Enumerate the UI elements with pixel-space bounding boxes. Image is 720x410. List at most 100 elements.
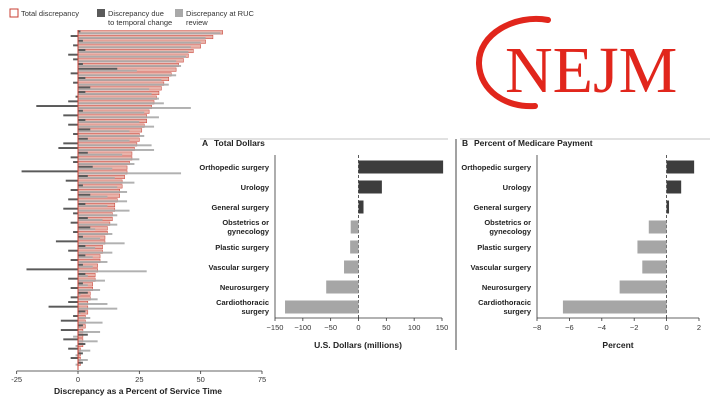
bar-ruc-review [75, 363, 78, 366]
bar-temporal-change [73, 58, 78, 61]
panelB-category-label-line: Vascular surgery [471, 263, 532, 272]
bar-temporal-change [78, 49, 86, 51]
bar-temporal-change [26, 268, 78, 271]
panel-a-plot: Orthopedic surgery Urology General surgery… [199, 155, 448, 332]
bar-temporal-change [78, 324, 83, 327]
bar-temporal-change [68, 249, 78, 252]
left-chart-tick-label: 0 [76, 375, 80, 384]
panelB-category-label-line: Cardiothoracic [478, 298, 531, 307]
bar-temporal-change [78, 184, 83, 187]
panel-b-title: Percent of Medicare Payment [474, 138, 593, 148]
panelB-bar [642, 260, 667, 274]
legend-label-ruc-line1: Discrepancy at RUC [186, 9, 255, 18]
panelA-category-label: Obstetrics or gynecology [222, 218, 270, 236]
bar-temporal-change [78, 30, 81, 33]
bar-ruc-review [78, 223, 118, 226]
nejm-logo: NEJM [475, 15, 677, 110]
bar-ruc-review [78, 321, 103, 324]
panelB-category-label-line: Obstetrics or [484, 218, 531, 227]
panelB-category-label-line: surgery [503, 307, 531, 316]
bar-ruc-review [78, 93, 152, 95]
panelA-category-label: Urology [241, 183, 270, 192]
bar-temporal-change [73, 315, 78, 317]
legend-swatch-ruc [175, 9, 183, 17]
bar-ruc-review [78, 125, 155, 128]
bar-ruc-review [78, 51, 189, 53]
logo-swoosh [475, 15, 551, 110]
bar-ruc-review [78, 349, 91, 352]
bar-temporal-change [78, 137, 88, 140]
left-chart-tick-label: -25 [11, 375, 22, 384]
panelA-category-label-line: Orthopedic surgery [199, 163, 269, 172]
panelA-tick-label: −100 [294, 323, 311, 332]
panel-a-title: Total Dollars [214, 138, 265, 148]
bar-temporal-change [75, 95, 78, 98]
bar-temporal-change [70, 156, 78, 159]
panelB-tick-label: −6 [565, 323, 574, 332]
panelB-bar [619, 280, 667, 294]
panel-b-letter: B [462, 138, 468, 148]
bar-temporal-change [68, 277, 78, 280]
bar-temporal-change [78, 109, 83, 112]
bar-temporal-change [73, 81, 78, 84]
legend-label-temporal: Discrepancy due to temporal change [108, 9, 172, 27]
panelB-bar [666, 180, 682, 194]
panelA-category-label: Plastic surgery [215, 243, 270, 252]
bar-ruc-review [75, 345, 78, 347]
bar-temporal-change [78, 39, 83, 42]
bar-temporal-change [70, 296, 78, 299]
bar-temporal-change [60, 319, 78, 322]
panelA-bar [358, 180, 382, 194]
panelB-category-label: Orthopedic surgery [461, 163, 531, 172]
panelA-category-label-line: Vascular surgery [209, 263, 270, 272]
bar-ruc-review [78, 181, 135, 184]
logo-wordmark: NEJM [505, 34, 677, 107]
bar-ruc-review [78, 256, 93, 259]
panelB-tick-label: −8 [533, 323, 542, 332]
legend-label-ruc: Discrepancy at RUC review [186, 9, 256, 27]
legend-swatch-temporal [97, 9, 105, 17]
bar-ruc-review [78, 37, 206, 39]
bar-ruc-review [78, 242, 125, 245]
bar-temporal-change [73, 212, 78, 215]
bar-temporal-change [78, 352, 83, 355]
bar-ruc-review [78, 74, 177, 77]
bar-ruc-review [78, 298, 98, 301]
left-chart-bars [21, 30, 223, 370]
panelA-category-label-line: General surgery [211, 203, 269, 212]
bar-temporal-change [63, 114, 78, 117]
bar-ruc-review [78, 261, 108, 263]
panelB-tick-label: −4 [598, 323, 607, 332]
bar-temporal-change [73, 44, 78, 47]
panel-b: B Percent of Medicare Payment Orthopedic… [460, 138, 710, 350]
panel-a: A Total Dollars Orthopedic surgery Urolog… [199, 138, 448, 350]
bar-temporal-change [73, 133, 78, 135]
bar-temporal-change [68, 123, 78, 126]
panelB-tick-label: −2 [630, 323, 639, 332]
bar-temporal-change [78, 151, 88, 154]
panelB-category-label: Vascular surgery [471, 263, 532, 272]
bar-temporal-change [63, 142, 78, 145]
panelB-category-label: Cardiothoracic surgery [478, 298, 532, 316]
panelA-category-label-line: gynecology [227, 227, 270, 236]
bar-ruc-review [78, 307, 118, 310]
bar-ruc-review [78, 32, 221, 35]
panelA-category-label-line: surgery [241, 307, 269, 316]
bar-temporal-change [78, 333, 88, 336]
bar-temporal-change [78, 254, 86, 257]
bar-temporal-change [36, 105, 78, 107]
bar-ruc-review [78, 228, 96, 231]
bar-ruc-review [78, 219, 103, 221]
panelA-category-label-line: Cardiothoracic [216, 298, 269, 307]
bar-ruc-review [75, 354, 78, 357]
bar-ruc-review [78, 177, 115, 179]
bar-temporal-change [70, 287, 78, 289]
panelA-category-label-line: Plastic surgery [215, 243, 270, 252]
bar-ruc-review [78, 293, 81, 296]
panel-b-x-axis-label: Percent [602, 340, 633, 350]
panelA-bar [358, 160, 444, 174]
panelB-category-label: Urology [503, 183, 532, 192]
bar-temporal-change [70, 189, 78, 191]
bar-temporal-change [60, 329, 78, 331]
